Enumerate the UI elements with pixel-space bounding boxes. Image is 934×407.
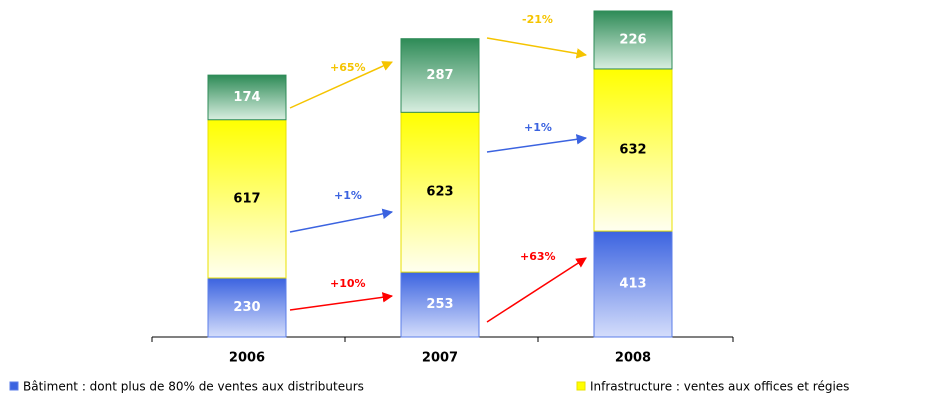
bar-segment [207, 119, 287, 279]
value-label: 174 [233, 90, 260, 105]
x-tick-label: 2007 [422, 351, 458, 366]
bar-segment [593, 230, 673, 338]
bar-segment [593, 68, 673, 232]
value-label: 230 [233, 300, 260, 315]
value-label: 623 [426, 185, 453, 200]
growth-arrow [486, 37, 588, 59]
bar-segment [593, 10, 673, 70]
value-label: 287 [426, 68, 453, 83]
growth-arrow [486, 134, 588, 153]
value-label: 226 [619, 32, 646, 47]
growth-label: +1% [334, 189, 362, 202]
bar-segment [207, 277, 287, 338]
legend-swatch [576, 381, 586, 391]
value-label: 617 [233, 191, 260, 206]
growth-label: +65% [330, 61, 366, 74]
growth-label: +10% [330, 277, 366, 290]
growth-label: -21% [522, 13, 553, 26]
x-tick-label: 2006 [229, 351, 265, 366]
bar-segment [207, 74, 287, 121]
legend-swatch [9, 381, 19, 391]
growth-arrow [289, 61, 393, 109]
legend-label: Bâtiment : dont plus de 80% de ventes au… [23, 380, 364, 394]
bar-segment [400, 38, 480, 113]
value-label: 632 [619, 143, 646, 158]
value-label: 413 [619, 277, 646, 292]
x-tick-label: 2008 [615, 351, 651, 366]
growth-arrow [486, 257, 587, 323]
growth-label: +1% [524, 121, 552, 134]
growth-label: +63% [520, 250, 556, 263]
growth-arrow [289, 208, 394, 233]
legend-label: Infrastructure : ventes aux offices et r… [590, 380, 849, 394]
growth-arrow [289, 292, 394, 311]
value-label: 253 [426, 297, 453, 312]
